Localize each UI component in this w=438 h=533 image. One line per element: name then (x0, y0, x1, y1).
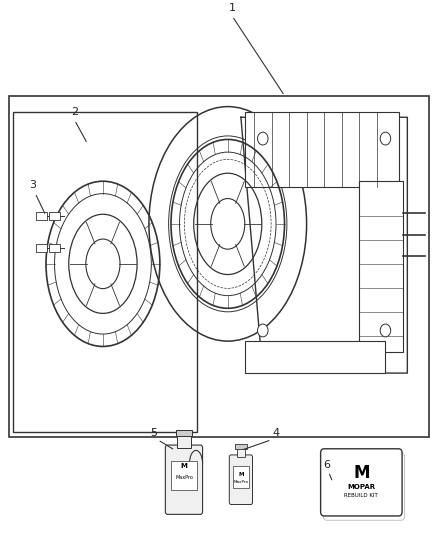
Circle shape (380, 324, 391, 337)
Text: 5: 5 (150, 428, 157, 438)
FancyBboxPatch shape (230, 455, 253, 504)
Bar (9, 96, 429, 437)
Circle shape (258, 324, 268, 337)
Bar (49, 212, 60, 220)
Bar (177, 434, 191, 448)
FancyBboxPatch shape (166, 445, 202, 514)
Bar (359, 181, 403, 352)
Circle shape (258, 132, 268, 145)
Bar (171, 461, 197, 490)
Text: MaxPro: MaxPro (233, 480, 248, 484)
Bar (13, 112, 197, 432)
Text: 6: 6 (323, 460, 330, 470)
Bar (36, 212, 47, 220)
Bar (245, 341, 385, 373)
Bar (245, 112, 399, 187)
Text: M: M (180, 463, 187, 470)
Bar (233, 466, 249, 488)
Bar (36, 244, 47, 252)
Text: MaxPro: MaxPro (175, 474, 193, 480)
Text: M: M (238, 472, 244, 477)
Text: 4: 4 (272, 428, 279, 438)
Bar (176, 430, 192, 436)
Bar (235, 443, 247, 449)
Text: REBUILD KIT: REBUILD KIT (344, 493, 378, 498)
Bar (237, 448, 245, 457)
Text: 3: 3 (29, 180, 36, 190)
Text: 1: 1 (229, 3, 236, 13)
FancyBboxPatch shape (321, 449, 402, 516)
Bar (49, 244, 60, 252)
Polygon shape (241, 117, 407, 373)
Text: 2: 2 (71, 107, 78, 117)
Circle shape (380, 132, 391, 145)
Text: M: M (353, 464, 370, 482)
Text: MOPAR: MOPAR (347, 483, 375, 490)
